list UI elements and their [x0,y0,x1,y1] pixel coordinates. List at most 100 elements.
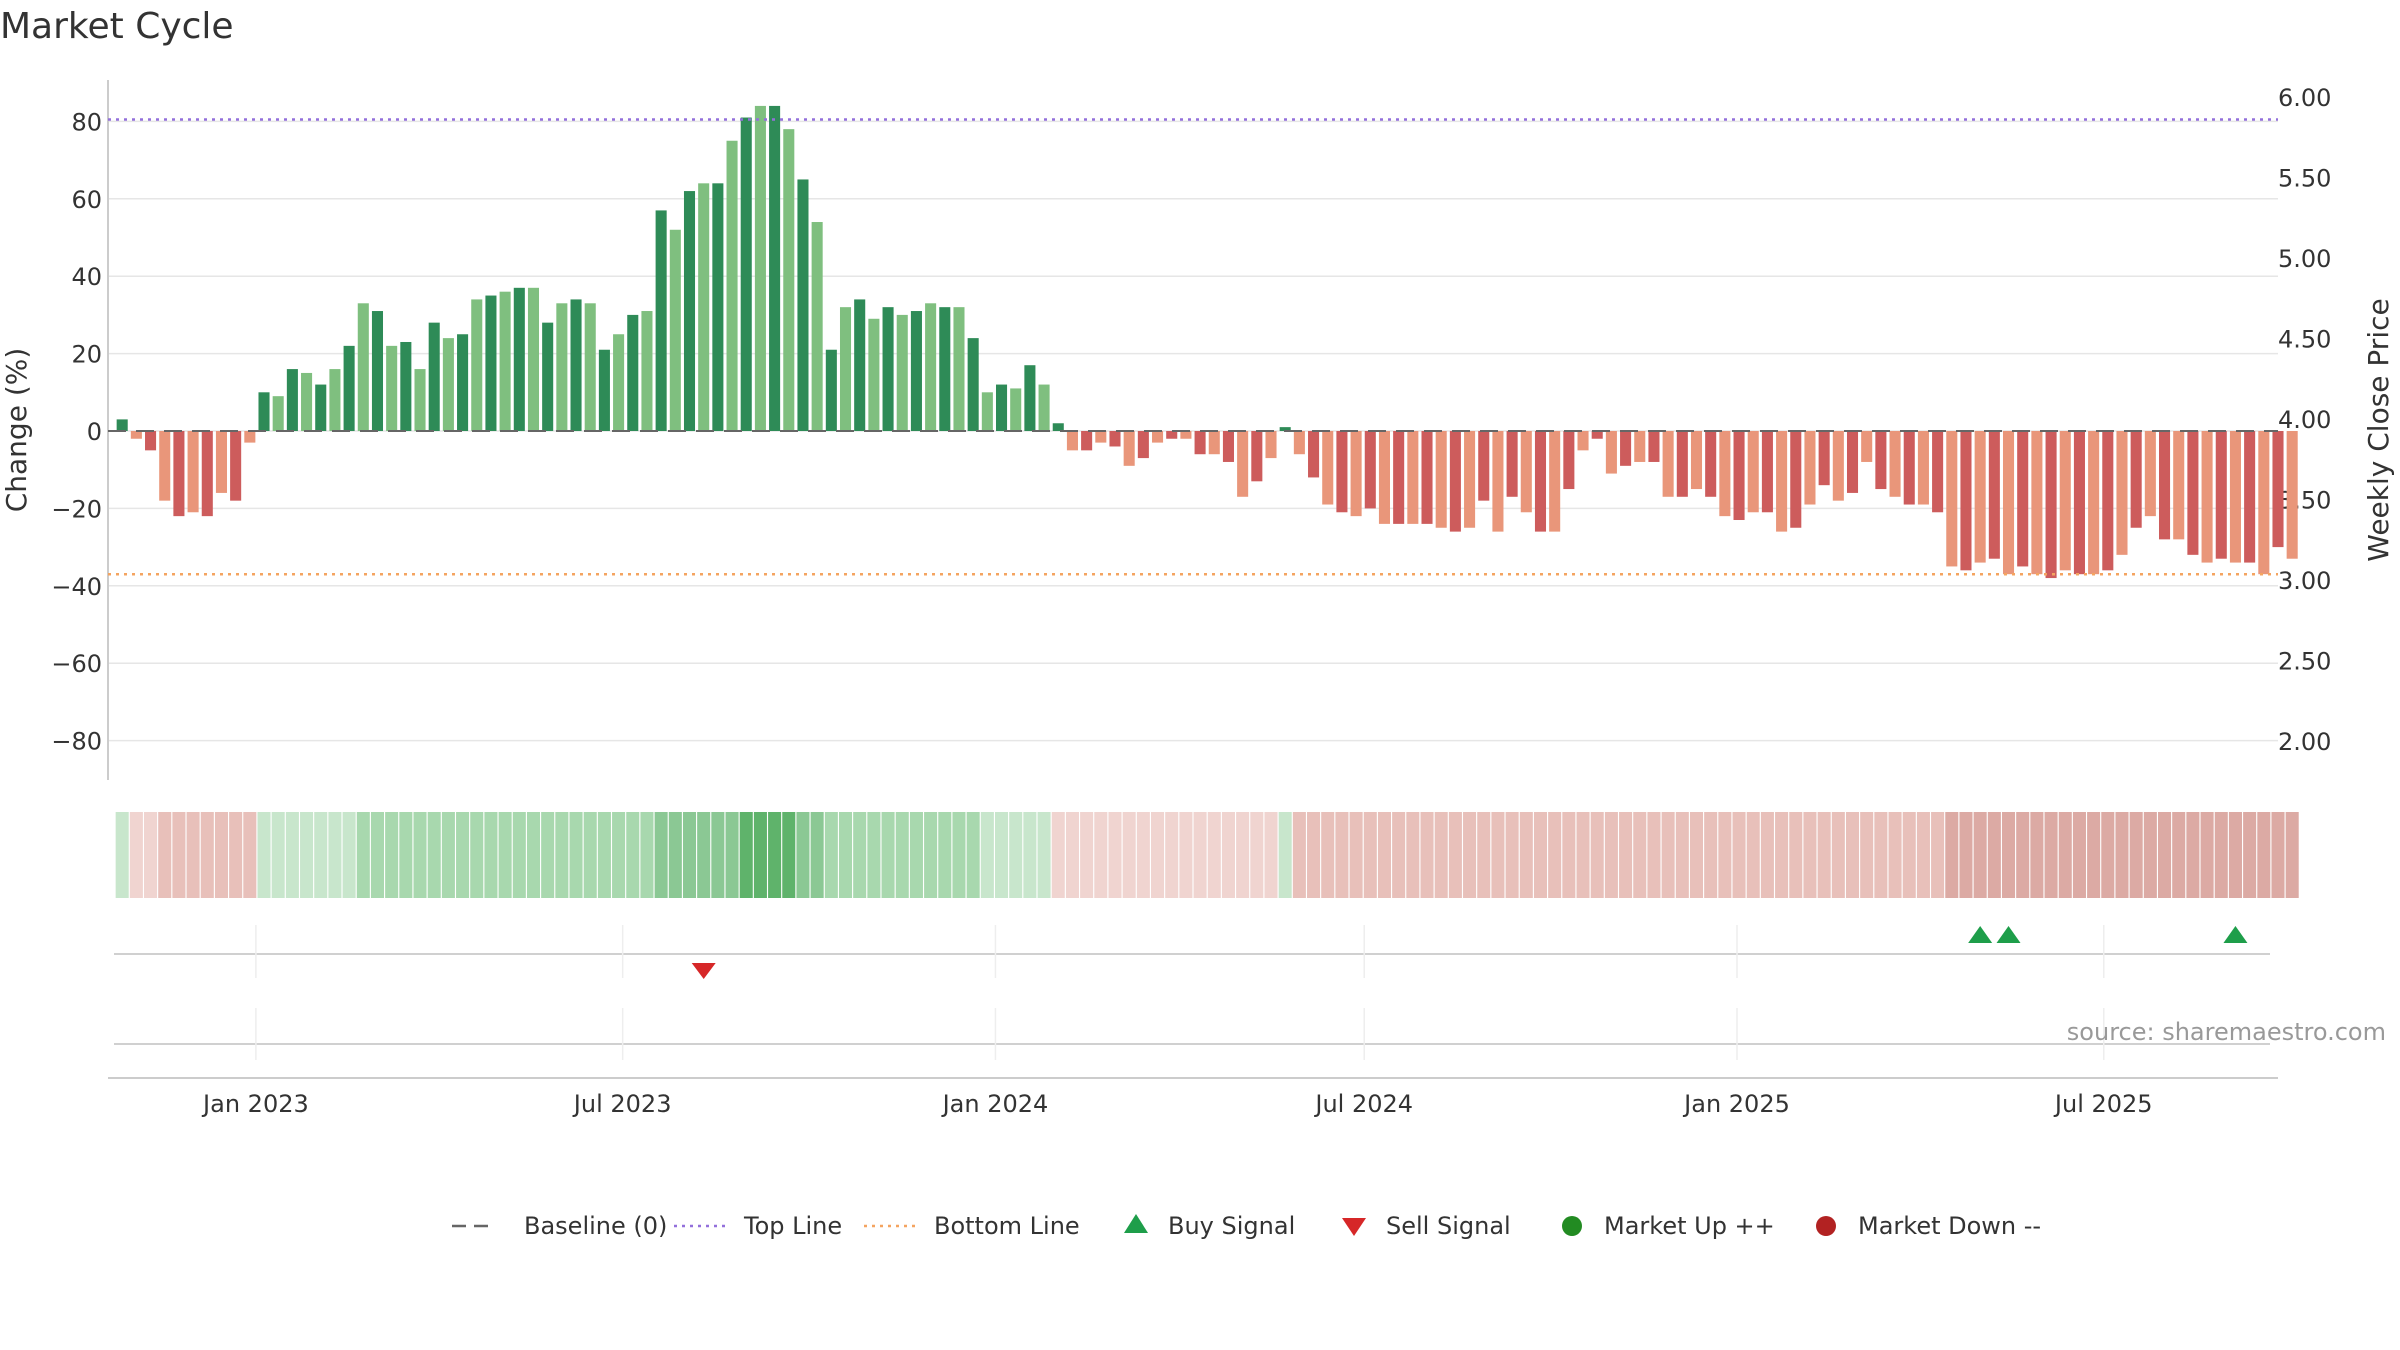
heat-cell [2001,812,2016,898]
heat-cell [867,812,881,898]
bar [2116,431,2128,555]
heat-cell [2172,812,2186,898]
bar [797,179,809,431]
heat-cell [782,812,796,898]
heat-cell [2115,812,2129,898]
heat-cell [569,812,583,898]
heat-cell [1491,812,1505,898]
bar [1478,431,1490,501]
heat-cell [1377,812,1392,898]
bar [769,105,781,432]
bar [1194,431,1206,455]
bar [2144,431,2156,517]
heat-cell [1292,812,1306,898]
heat-cell [2129,812,2143,898]
bar [1889,431,1901,497]
heat-cell [328,812,342,898]
bar [1875,431,1887,490]
bar [1336,431,1348,513]
bar [258,392,270,431]
bar [1988,431,2000,559]
bar [1719,431,1731,517]
bar [1265,431,1277,459]
bar [896,314,908,431]
heat-cell [427,812,441,898]
heat-cell [1505,812,1519,898]
heat-cell [1945,812,1959,898]
bar [1095,431,1107,443]
heat-cell [1321,812,1335,898]
bar [1974,431,1986,563]
bar [159,431,171,501]
bar [357,303,369,431]
bar [925,303,937,431]
heat-cell [583,812,597,898]
heat-cell [2143,812,2157,898]
bar [2201,431,2213,563]
heat-cell [1902,812,1916,898]
bar [2244,431,2256,563]
bar [1903,431,1915,505]
bar [1563,431,1575,490]
bar [995,384,1008,431]
bar [1861,431,1873,462]
bar [854,299,866,431]
bar [315,384,327,431]
y-right-tick-label: 5.00 [2278,245,2331,273]
y-right-tick-label: 2.00 [2278,728,2331,756]
bar [2002,431,2015,575]
y-right-tick-label: 5.50 [2278,165,2331,193]
heat-cell [2030,812,2044,898]
bar [2159,431,2171,540]
x-tick-label: Jan 2023 [201,1090,309,1118]
heat-cell [1860,812,1874,898]
bar [1407,431,1419,524]
heat-cell [668,812,682,898]
heat-cell [470,812,484,898]
legend-label: Bottom Line [934,1212,1080,1240]
heat-cell [2072,812,2086,898]
bar [1066,431,1078,451]
heat-cell [2058,812,2072,898]
y-right-tick-label: 3.50 [2278,487,2331,515]
bar [215,431,227,493]
y-right-tick-label: 2.50 [2278,648,2331,676]
heat-strip [115,812,2299,898]
bar [145,431,157,451]
heat-cell [1349,812,1363,898]
heat-cell [640,812,654,898]
bar [1293,431,1305,455]
bar [953,307,965,431]
bar [839,307,852,431]
heat-cell [1718,812,1732,898]
heat-cell [895,812,909,898]
heat-cell [314,812,328,898]
heat-cell [711,812,725,898]
heat-cell [1533,812,1548,898]
bar [2017,431,2029,567]
y-tick-label: 40 [71,263,102,291]
bar [882,307,894,431]
heat-cell [1576,812,1590,898]
heat-cell [257,812,271,898]
bar [2215,431,2227,559]
heat-cell [1463,812,1477,898]
bar [655,210,667,431]
bar [499,291,511,431]
heat-cell [1221,812,1235,898]
heat-cell [1023,812,1037,898]
legend-item: Market Up ++ [1562,1212,1775,1240]
bar-series [116,105,2298,579]
heat-cell [1406,812,1420,898]
heat-cell [1562,812,1576,898]
y-tick-label: −20 [51,495,102,523]
x-tick-label: Jul 2024 [1313,1090,1413,1118]
heat-cell [555,812,569,898]
bar [1166,431,1178,439]
heat-cell [952,812,966,898]
bar [1435,431,1447,528]
bar [1960,431,1972,571]
bar [542,322,554,431]
bar [1010,388,1022,431]
bar [683,191,696,431]
